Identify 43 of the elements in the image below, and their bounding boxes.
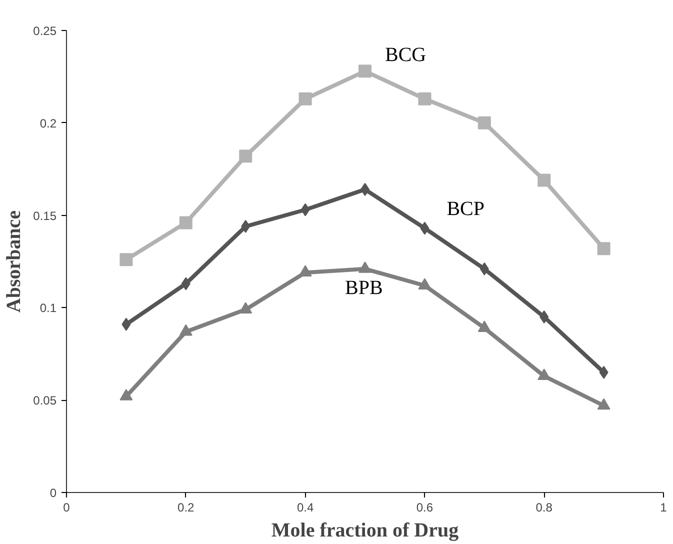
point	[122, 318, 131, 331]
point	[597, 242, 610, 256]
point	[420, 222, 430, 235]
point	[181, 277, 190, 290]
x-tick-label: 0.2	[178, 500, 195, 514]
x-axis-title: Mole fraction of Drug	[271, 520, 459, 542]
series-label: BPB	[345, 276, 383, 299]
point	[120, 253, 133, 266]
point	[358, 64, 372, 78]
point	[298, 265, 312, 277]
x-tick-label: 1	[660, 500, 668, 514]
point	[540, 310, 549, 324]
point	[418, 278, 432, 290]
point	[418, 92, 432, 106]
point	[179, 324, 192, 336]
point	[298, 92, 312, 106]
y-axis-title: Absorbance	[3, 210, 26, 313]
x-tick-label: 0.4	[296, 500, 314, 514]
point	[538, 368, 551, 380]
point	[300, 203, 310, 216]
point	[478, 116, 491, 130]
series-label: BCG	[385, 44, 426, 66]
x-tick-label: 0	[63, 500, 70, 514]
y-tick-label: 0.1	[40, 301, 57, 316]
point	[538, 174, 551, 187]
x-tick-label: 0.6	[416, 500, 434, 514]
point	[480, 262, 489, 276]
point	[478, 320, 491, 332]
point	[179, 216, 192, 230]
series-label: BCP	[446, 198, 485, 220]
y-tick-label: 0.15	[33, 208, 57, 223]
y-tick-label: 0.05	[33, 394, 57, 408]
y-tick-label: 0.25	[33, 24, 57, 38]
y-tick-label: 0	[50, 486, 57, 500]
point	[241, 220, 250, 233]
point	[358, 261, 372, 273]
point	[597, 398, 610, 410]
point	[599, 366, 608, 379]
y-tick-label: 0.2	[40, 116, 57, 130]
x-tick-label: 0.8	[536, 500, 553, 514]
point	[239, 150, 252, 163]
point	[120, 388, 133, 400]
point	[239, 302, 252, 314]
